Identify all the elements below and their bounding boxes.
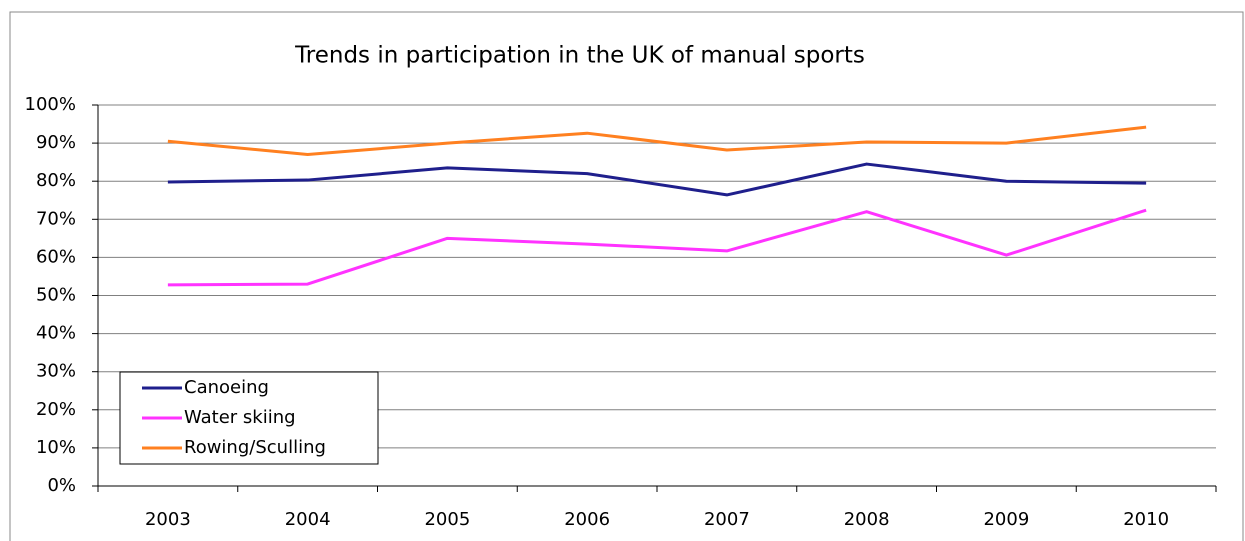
legend-label: Water skiing: [184, 407, 296, 428]
legend-label: Canoeing: [184, 377, 269, 398]
x-tick-label: 2007: [704, 509, 750, 530]
x-tick-label: 2010: [1123, 509, 1169, 530]
y-tick-label: 30%: [36, 361, 76, 382]
x-tick-label: 2009: [983, 509, 1029, 530]
chart-title: Trends in participation in the UK of man…: [294, 43, 865, 69]
series-line: [167, 125, 1147, 157]
legend-label: Rowing/Sculling: [184, 437, 326, 458]
x-tick-label: 2004: [285, 509, 331, 530]
x-tick-label: 2003: [145, 509, 191, 530]
y-tick-label: 60%: [36, 246, 76, 267]
y-tick-label: 10%: [36, 437, 76, 458]
x-tick-label: 2006: [564, 509, 610, 530]
x-tick-label: 2008: [844, 509, 890, 530]
y-tick-label: 90%: [36, 132, 76, 153]
y-tick-label: 100%: [25, 94, 76, 115]
series-line: [167, 162, 1147, 197]
y-tick-label: 20%: [36, 399, 76, 420]
x-tick-label: 2005: [424, 509, 470, 530]
y-tick-label: 0%: [47, 475, 76, 496]
y-tick-label: 40%: [36, 323, 76, 344]
y-tick-label: 70%: [36, 208, 76, 229]
y-tick-label: 50%: [36, 285, 76, 306]
y-tick-label: 80%: [36, 170, 76, 191]
series-line: [167, 208, 1147, 287]
